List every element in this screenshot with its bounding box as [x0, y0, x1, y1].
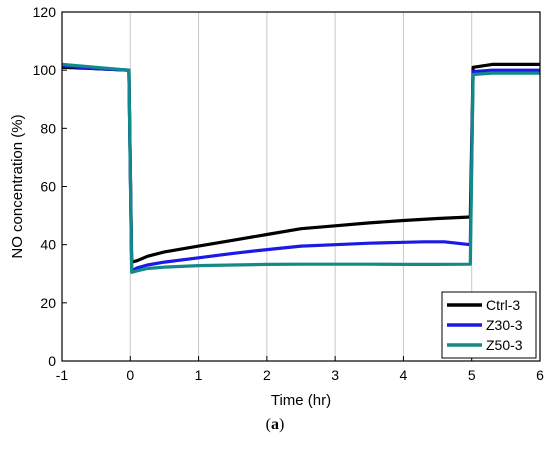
legend-label-z30-3: Z30-3: [486, 317, 523, 333]
x-tick-label: 6: [536, 367, 544, 383]
y-tick-label: 120: [33, 4, 57, 20]
caption-close: ): [279, 416, 285, 433]
y-tick-label: 60: [40, 179, 56, 195]
y-tick-label: 0: [48, 353, 56, 369]
x-tick-label: 3: [331, 367, 339, 383]
figure-caption: (a): [0, 416, 550, 434]
x-axis-label: Time (hr): [271, 392, 331, 409]
y-axis: 0 20 40 60 80 100 120: [33, 4, 67, 369]
x-tick-label: 5: [468, 367, 476, 383]
legend-label-z50-3: Z50-3: [486, 337, 523, 353]
legend: Ctrl-3 Z30-3 Z50-3: [441, 291, 537, 359]
y-tick-label: 80: [40, 120, 56, 136]
series-lines: [61, 62, 540, 274]
y-tick-label: 40: [40, 237, 56, 253]
x-tick-label: 0: [126, 367, 134, 383]
caption-letter: a: [271, 416, 279, 433]
series-line-z30-3: [61, 64, 540, 273]
x-tick-label: 1: [195, 367, 203, 383]
caption-open: (: [265, 416, 271, 433]
y-tick-label: 100: [33, 62, 57, 78]
series-line-ctrl-3: [61, 62, 540, 264]
y-axis-label: NO concentration (%): [9, 114, 26, 258]
x-axis: -1 0 1 2 3 4 5 6: [56, 356, 544, 383]
x-tick-label: 2: [263, 367, 271, 383]
x-tick-label: -1: [56, 367, 69, 383]
x-tick-label: 4: [400, 367, 408, 383]
series-line-z50-3: [61, 62, 540, 274]
y-tick-label: 20: [40, 295, 56, 311]
legend-label-ctrl-3: Ctrl-3: [486, 297, 520, 313]
grid: [129, 12, 473, 361]
